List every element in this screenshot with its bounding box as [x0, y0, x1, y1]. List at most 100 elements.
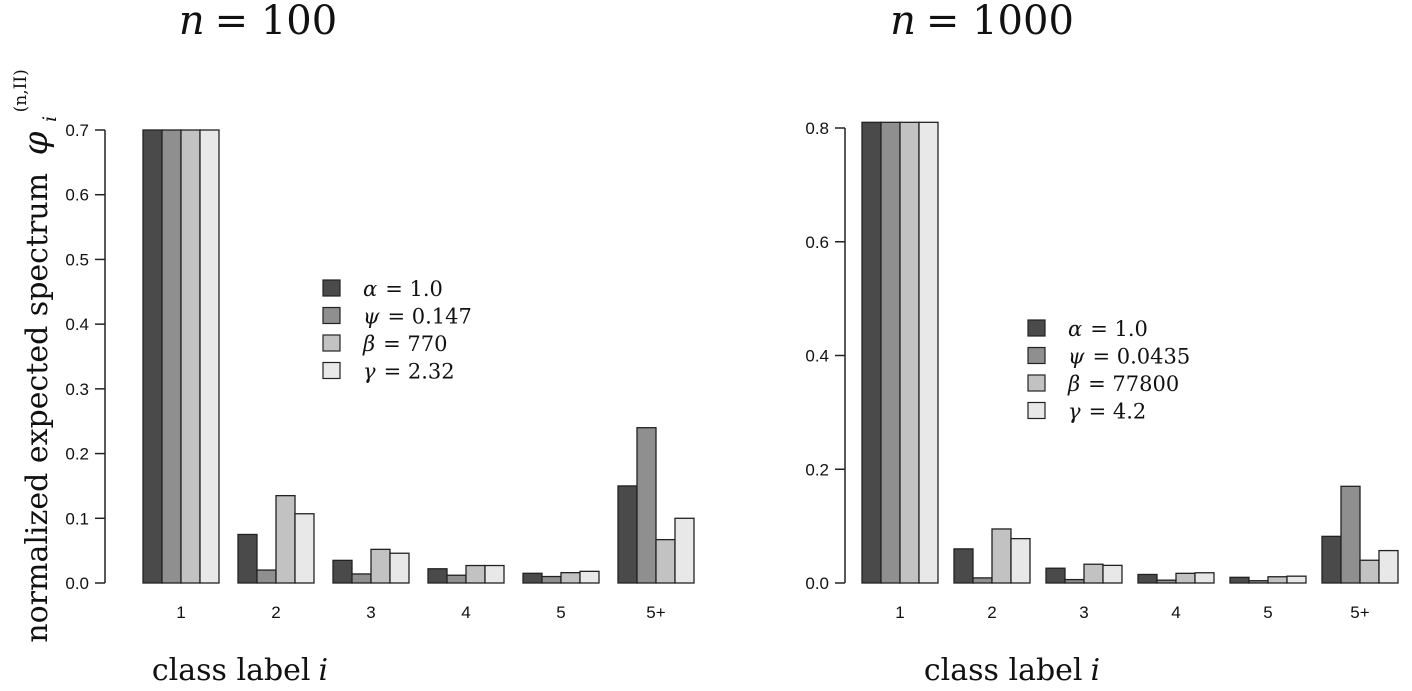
legend-label-variable: γ [363, 360, 376, 384]
x-category-label: 2 [271, 603, 280, 622]
y-axis-label-text: normalized expected spectrum [20, 173, 55, 643]
x-category-label: 2 [987, 603, 996, 622]
bar-gamma-1 [918, 121, 939, 584]
legend-swatch-gamma [1027, 401, 1046, 420]
bar-psi-3 [351, 573, 372, 584]
bar-alpha-2 [953, 548, 974, 584]
y-tick-label: 0.4 [805, 347, 829, 366]
bar-gamma-4 [484, 564, 505, 584]
legend: α = 1.0 ψ = 0.147 β = 770 γ = 2.32 [322, 277, 472, 384]
x-category-label: 3 [366, 603, 375, 622]
bar-psi-2 [972, 577, 993, 584]
legend-label-variable: α [1068, 317, 1082, 341]
chart-title-value: = 1000 [926, 0, 1074, 44]
x-category-label: 5+ [646, 603, 665, 622]
bar-alpha-5 [1229, 576, 1250, 584]
y-tick-label: 0.0 [805, 574, 829, 593]
chart-title-variable: n [179, 0, 205, 44]
bar-alpha-1 [142, 129, 163, 584]
legend-label-value: = 770 [383, 332, 447, 356]
chart-title-variable: n [890, 0, 916, 44]
legend-swatch-gamma [322, 361, 341, 380]
legend-label-psi: ψ = 0.147 [363, 305, 472, 329]
x-axis-label: class label i [152, 653, 328, 688]
bar-psi-1 [161, 129, 182, 584]
x-category-label: 1 [895, 603, 904, 622]
legend-label-variable: γ [1068, 400, 1081, 424]
legend-label-beta: β = 77800 [1067, 372, 1179, 396]
bar-psi-5+ [636, 427, 657, 584]
bar-alpha-2 [237, 533, 258, 584]
bar-beta-3 [370, 548, 391, 584]
chart-title-value: = 100 [215, 0, 338, 44]
bar-alpha-4 [1137, 573, 1158, 584]
bar-beta-5+ [1359, 559, 1380, 584]
legend-swatch-alpha [1027, 319, 1046, 337]
legend-label-value: = 2.32 [384, 360, 455, 384]
y-tick-label: 0.2 [65, 445, 89, 464]
bar-gamma-3 [389, 552, 410, 584]
y-tick-label: 0.3 [65, 380, 89, 399]
legend-label-value: = 1.0 [1090, 317, 1148, 341]
y-tick-label: 0.8 [805, 119, 829, 138]
x-axis-label-variable: i [319, 653, 329, 688]
legend-label-gamma: γ = 2.32 [363, 360, 455, 384]
x-category-label: 4 [461, 603, 470, 622]
y-tick-label: 0.4 [65, 315, 89, 334]
y-tick-label: 0.7 [65, 121, 89, 140]
legend-label-value: = 0.0435 [1092, 345, 1190, 369]
y-tick-label: 0.6 [65, 186, 89, 205]
bar-gamma-3 [1102, 564, 1123, 584]
legend-label-variable: ψ [1068, 345, 1085, 369]
bar-gamma-2 [1010, 537, 1031, 584]
x-category-label: 4 [1171, 603, 1180, 622]
bar-beta-1 [180, 129, 201, 584]
legend-swatch-psi [322, 306, 341, 325]
bar-alpha-1 [861, 121, 882, 584]
bar-gamma-5+ [674, 517, 695, 584]
bar-beta-3 [1083, 563, 1104, 584]
legend-label-gamma: γ = 4.2 [1068, 400, 1146, 424]
y-tick-label: 0.6 [805, 233, 829, 252]
bar-gamma-4 [1194, 572, 1215, 584]
bar-psi-1 [880, 121, 901, 584]
x-category-label: 5 [556, 603, 565, 622]
legend: α = 1.0ψ = 0.0435 β = 77800 γ = 4.2 [1027, 317, 1190, 424]
chart-title: n = 100 [179, 0, 337, 44]
bar-alpha-4 [427, 568, 448, 584]
y-axis-label: normalized expected spectrum φ i (n,II) [11, 69, 64, 642]
legend-label-value: = 77800 [1088, 372, 1179, 396]
chart-panel-n100: n = 100 0.0 0.1 0.2 0.3 0.4 0.5 0.6 0.7 1 2 3 4 5 5+ cla… [65, 0, 695, 688]
bar-gamma-1 [199, 129, 220, 584]
bar-alpha-5+ [1321, 535, 1342, 584]
legend-label-variable: β [362, 332, 375, 356]
y-tick-label: 0.5 [65, 250, 89, 269]
x-axis-label-text: class label [152, 653, 311, 688]
legend-label-variable: α [363, 277, 377, 301]
bar-gamma-5+ [1378, 549, 1399, 584]
legend-swatch-psi [1027, 346, 1046, 365]
legend-swatch-alpha [322, 279, 341, 297]
bar-beta-5 [1267, 576, 1288, 584]
bar-gamma-5 [1286, 575, 1307, 584]
bar-psi-5 [541, 575, 562, 584]
bar-gamma-2 [294, 513, 315, 584]
legend-label-value: = 1.0 [385, 277, 443, 301]
bar-beta-2 [275, 494, 296, 584]
bar-psi-5+ [1340, 485, 1361, 584]
x-category-label: 1 [176, 603, 185, 622]
bar-beta-2 [991, 528, 1012, 584]
bar-beta-5 [560, 571, 581, 584]
legend-label-variable: β [1067, 372, 1080, 396]
bar-gamma-5 [579, 570, 600, 584]
legend-label-psi: ψ = 0.0435 [1068, 345, 1190, 369]
y-axis-label-subscript: i [39, 116, 61, 122]
legend-swatch-beta [1027, 374, 1046, 392]
bar-psi-4 [1156, 579, 1177, 584]
bar-psi-5 [1248, 580, 1269, 584]
x-axis-label: class label i [924, 653, 1100, 688]
x-category-label: 5 [1263, 603, 1272, 622]
legend-swatch-beta [322, 334, 341, 352]
bar-psi-2 [256, 569, 277, 584]
x-axis-label-text: class label [924, 653, 1083, 688]
